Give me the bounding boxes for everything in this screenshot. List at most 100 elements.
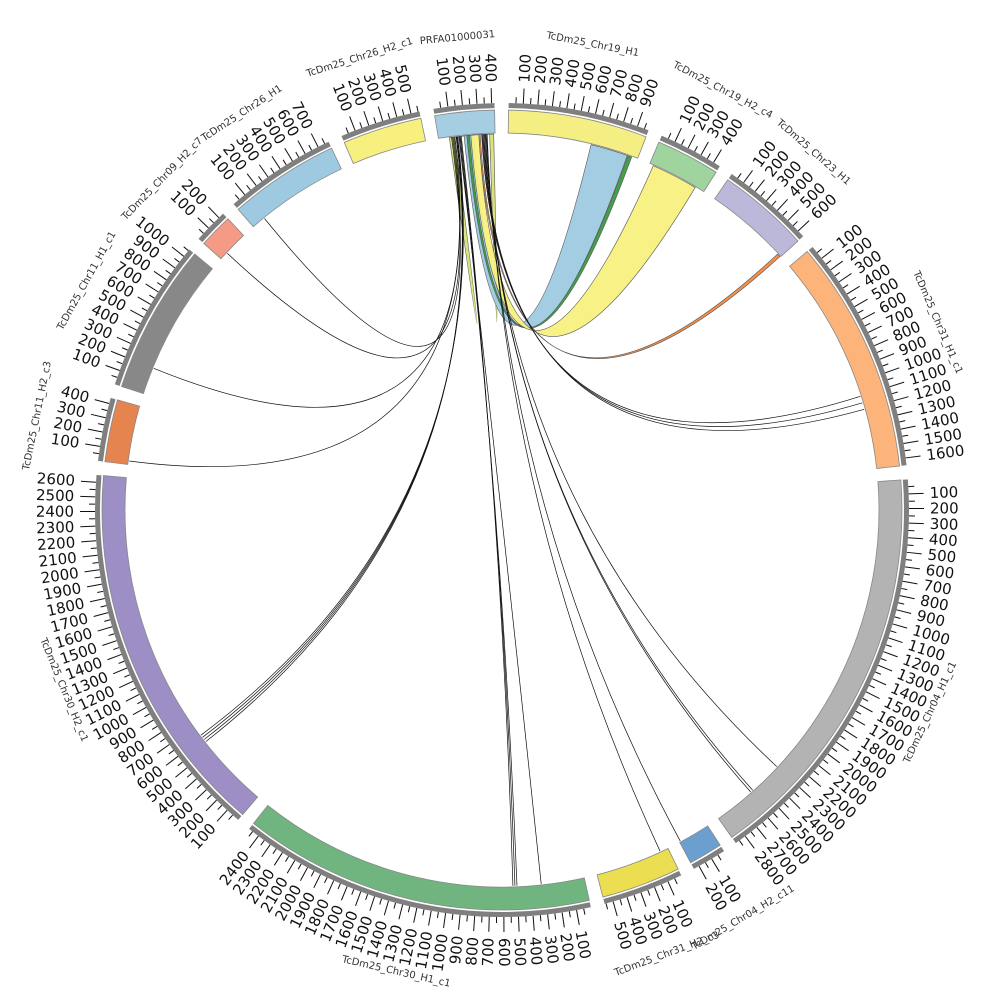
tick-mark (80, 480, 96, 483)
tick-mark (771, 200, 777, 206)
tick-mark (517, 916, 520, 932)
tick-mark (566, 93, 570, 109)
tick-label: 300 (929, 515, 958, 534)
tick-mark (737, 173, 742, 179)
tick-mark (875, 671, 882, 675)
tick-label: 200 (449, 55, 470, 85)
tick-mark (905, 455, 921, 459)
tick-mark (739, 840, 744, 846)
tick-label: 300 (546, 56, 567, 87)
tick-mark (862, 697, 869, 702)
tick-band (659, 135, 720, 171)
tick-mark (750, 831, 756, 837)
tick-mark (286, 860, 296, 874)
tick-mark (116, 361, 123, 365)
tick-mark (206, 794, 212, 800)
tick-label: 2400 (36, 503, 74, 521)
tick-mark (903, 440, 919, 444)
tick-label: 100 (515, 54, 534, 84)
tick-mark (141, 307, 148, 312)
tick-mark (359, 122, 363, 129)
tick-mark (840, 735, 846, 740)
segment-name: PRFA01000031 (419, 29, 495, 47)
tick-mark (159, 738, 166, 743)
tick-mark (902, 580, 918, 585)
tick-mark (816, 248, 823, 253)
tick-mark (124, 674, 131, 678)
tick-mark (156, 282, 163, 287)
tick-mark (694, 145, 698, 152)
tick-mark (373, 117, 377, 124)
tick-label: 400 (481, 53, 500, 82)
segment-arc (101, 475, 259, 816)
segment-arc (507, 109, 647, 159)
tick-mark (640, 892, 647, 907)
tick-mark (175, 767, 188, 778)
segment-name: TcDm25_Chr19_H1 (544, 30, 639, 59)
tick-mark (813, 770, 820, 776)
tick-mark (787, 209, 799, 221)
tick-mark (165, 269, 171, 275)
tick-label: 200 (52, 414, 84, 437)
tick-mark (888, 637, 903, 644)
tick-mark (125, 694, 140, 702)
tick-label: 700 (479, 938, 498, 967)
segment-tcdm25-chr31-h1-c1: 1002003004005006007008009001000110012001… (789, 220, 966, 469)
tick-label: 900 (446, 935, 467, 965)
tick-mark (797, 220, 810, 232)
tick-mark (842, 284, 849, 289)
tick-mark (902, 434, 909, 437)
tick-mark (123, 323, 138, 331)
segment-arc (434, 109, 496, 139)
tick-mark (899, 595, 915, 600)
tick-mark (612, 901, 618, 917)
tick-mark (443, 913, 447, 928)
tick-mark (217, 804, 223, 810)
segment-tcdm25-chr11-h1-c1: 1002003004005006007008009001000TcDm25_Ch… (55, 212, 213, 395)
tick-mark (89, 597, 105, 603)
tick-mark (208, 206, 220, 219)
tick-mark (573, 103, 576, 110)
tick-mark (310, 133, 319, 148)
tick-mark (893, 396, 909, 402)
tick-mark (90, 547, 97, 550)
tick-mark (681, 139, 685, 146)
tick-mark (883, 651, 898, 658)
tick-mark (137, 296, 151, 305)
tick-mark (704, 862, 709, 868)
tick-mark (872, 678, 887, 686)
tick-mark (102, 640, 117, 646)
tick-mark (205, 799, 217, 812)
link-prfa01000031-to-tcdm25-chr26-h1 (264, 137, 461, 347)
segment-arc (649, 141, 717, 193)
link-prfa01000031-to-tcdm25-chr11-h1-c1 (153, 137, 460, 408)
tick-mark (132, 706, 147, 716)
tick-mark (428, 910, 432, 926)
tick-label: 800 (919, 591, 951, 615)
tick-mark (130, 687, 137, 692)
tick-mark (198, 228, 204, 234)
tick-mark (407, 906, 411, 913)
tick-mark (559, 101, 561, 108)
tick-mark (134, 320, 141, 325)
tick-mark (637, 111, 644, 127)
tick-mark (825, 260, 832, 265)
tick-mark (794, 792, 800, 798)
tick-mark (879, 353, 895, 360)
tick-mark (633, 894, 637, 901)
tick-mark (186, 773, 193, 778)
tick-mark (118, 660, 125, 664)
tick-mark (890, 630, 897, 634)
tick-mark (595, 99, 600, 115)
tick-mark (674, 878, 678, 885)
tick-mark (422, 909, 425, 916)
tick-mark (416, 105, 419, 112)
link-prfa01000031-to-tcdm25-chr30-h2-c1 (200, 136, 464, 736)
tick-mark (130, 309, 144, 318)
tick-mark (903, 573, 910, 576)
tick-mark (246, 173, 257, 186)
tick-mark (891, 391, 898, 395)
tick-band (508, 103, 649, 135)
tick-mark (864, 322, 871, 327)
